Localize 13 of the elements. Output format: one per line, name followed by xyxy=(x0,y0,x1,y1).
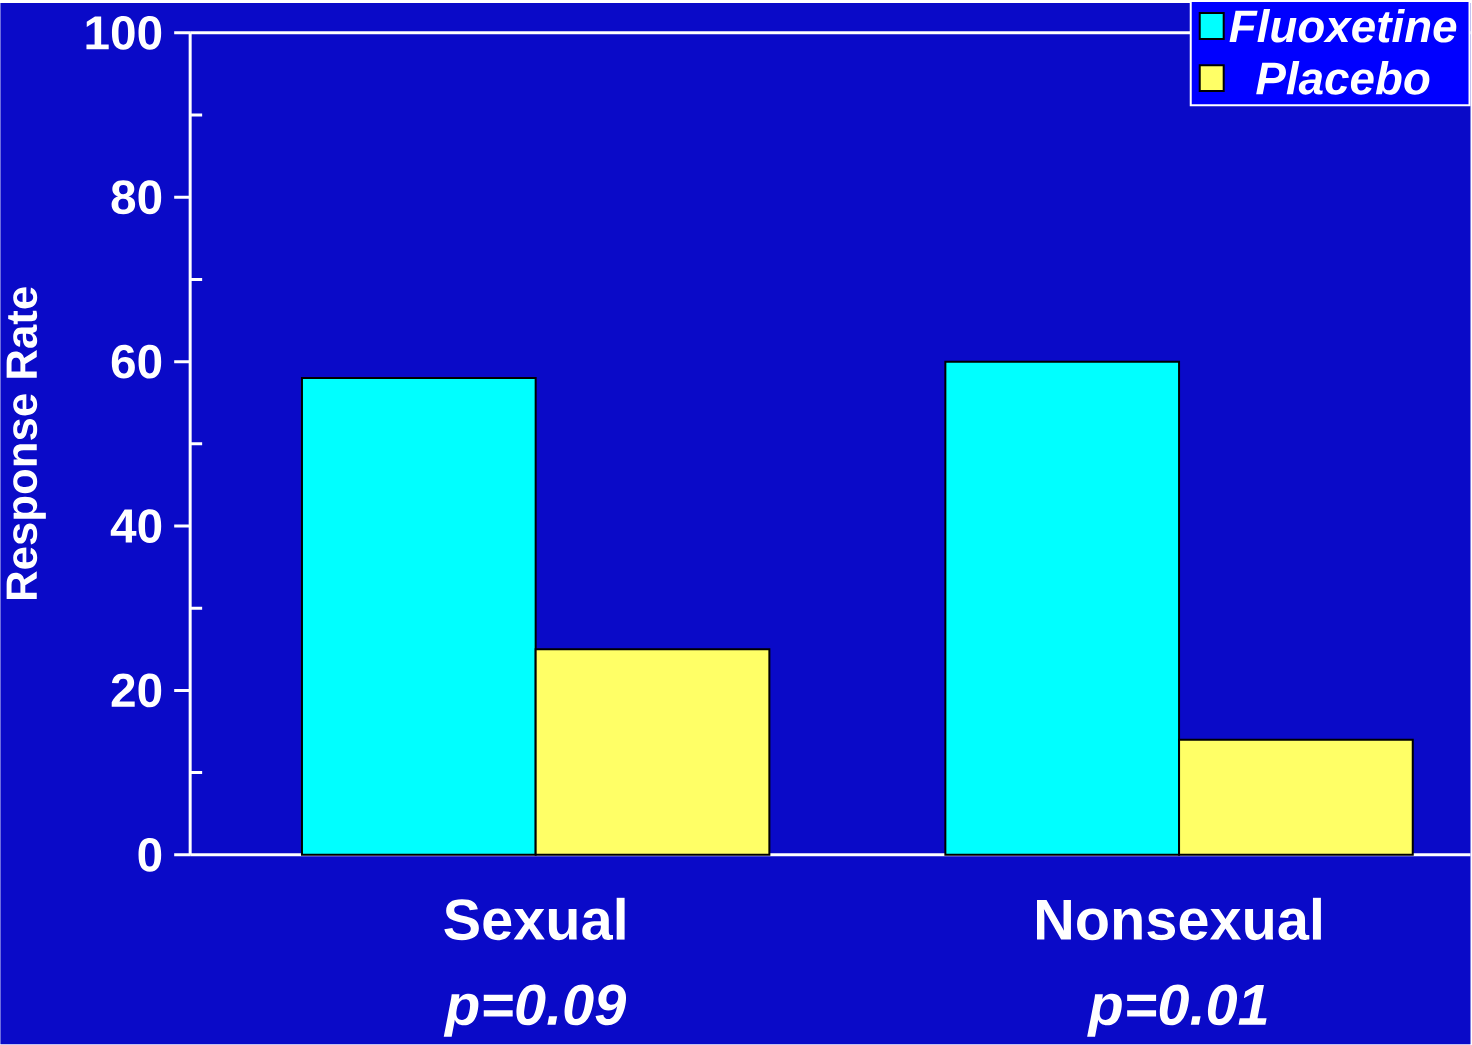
y-tick-label: 20 xyxy=(111,673,162,708)
y-axis-title: Response Rate xyxy=(6,287,46,600)
y-tick-label: 80 xyxy=(111,180,162,215)
x-tick-label: Sexual xyxy=(444,898,625,941)
y-tick-label: 100 xyxy=(86,16,162,50)
y-tick-label: 0 xyxy=(138,838,162,872)
text: p=0.01 xyxy=(1087,984,1267,1037)
x-tick-label: Nonsexual xyxy=(1037,898,1321,941)
y-tick-label: 40 xyxy=(110,509,162,544)
legend-label: Fluoxetine xyxy=(1229,9,1457,43)
y-tick-label: 60 xyxy=(111,344,162,379)
legend-label: Placebo xyxy=(1256,61,1430,95)
text: p=0.09 xyxy=(443,984,627,1037)
